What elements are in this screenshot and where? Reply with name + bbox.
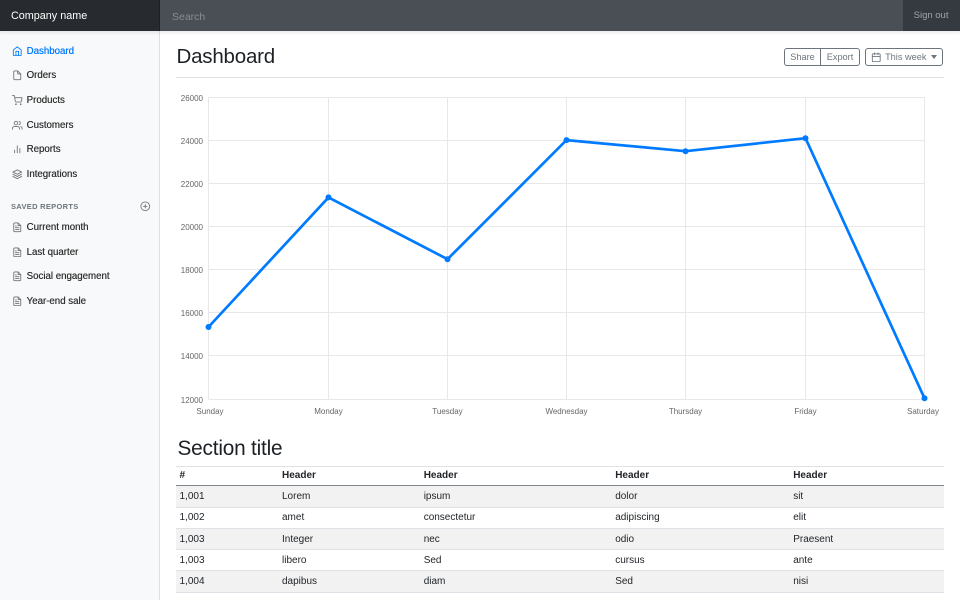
svg-text:24000: 24000 bbox=[181, 137, 204, 146]
svg-text:Saturday: Saturday bbox=[907, 407, 939, 416]
svg-text:Thursday: Thursday bbox=[669, 407, 702, 416]
svg-text:12000: 12000 bbox=[181, 396, 204, 405]
svg-text:Sunday: Sunday bbox=[196, 407, 223, 416]
svg-text:14000: 14000 bbox=[181, 352, 204, 361]
svg-text:20000: 20000 bbox=[181, 223, 204, 232]
svg-text:22000: 22000 bbox=[181, 180, 204, 189]
svg-text:Monday: Monday bbox=[314, 407, 342, 416]
svg-text:Friday: Friday bbox=[794, 407, 816, 416]
svg-text:16000: 16000 bbox=[181, 309, 204, 318]
svg-text:18000: 18000 bbox=[181, 266, 204, 275]
svg-text:Wednesday: Wednesday bbox=[545, 407, 587, 416]
svg-text:26000: 26000 bbox=[181, 94, 204, 103]
svg-text:Tuesday: Tuesday bbox=[432, 407, 462, 416]
